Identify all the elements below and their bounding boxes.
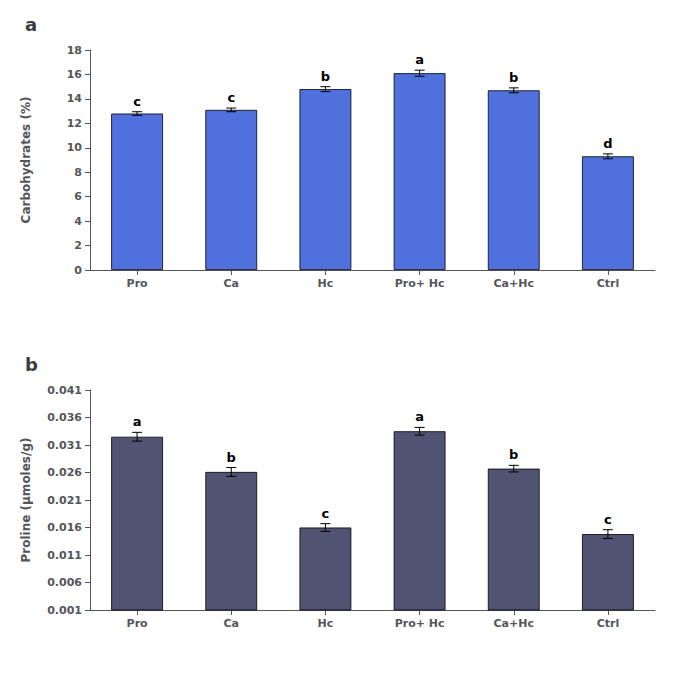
svg-text:Ca+Hc: Ca+Hc — [494, 277, 534, 290]
svg-text:Pro: Pro — [127, 277, 148, 290]
svg-text:b: b — [509, 447, 518, 462]
svg-text:12: 12 — [67, 117, 82, 130]
svg-text:a: a — [133, 414, 142, 429]
svg-text:6: 6 — [74, 190, 82, 203]
svg-text:2: 2 — [74, 239, 82, 252]
svg-text:0.036: 0.036 — [47, 411, 82, 424]
svg-text:0.021: 0.021 — [47, 494, 82, 507]
svg-text:0.031: 0.031 — [47, 439, 82, 452]
svg-text:b: b — [509, 70, 518, 85]
svg-text:0.016: 0.016 — [47, 521, 82, 534]
svg-text:c: c — [227, 90, 235, 105]
svg-text:Ca: Ca — [224, 617, 240, 630]
svg-text:Ctrl: Ctrl — [597, 277, 620, 290]
svg-text:Pro+ Hc: Pro+ Hc — [395, 277, 445, 290]
svg-text:8: 8 — [74, 166, 82, 179]
svg-text:Proline (μmoles/g): Proline (μmoles/g) — [19, 438, 33, 563]
svg-text:Ctrl: Ctrl — [597, 617, 620, 630]
svg-text:0.041: 0.041 — [47, 384, 82, 397]
svg-text:16: 16 — [67, 68, 83, 81]
svg-text:Pro: Pro — [127, 617, 148, 630]
svg-text:Hc: Hc — [318, 277, 334, 290]
svg-text:Pro+ Hc: Pro+ Hc — [395, 617, 445, 630]
svg-text:0.011: 0.011 — [47, 549, 82, 562]
svg-text:a: a — [415, 409, 424, 424]
svg-text:b: b — [227, 450, 236, 465]
svg-text:c: c — [133, 94, 141, 109]
svg-text:0.026: 0.026 — [47, 466, 82, 479]
svg-text:0: 0 — [74, 264, 82, 277]
svg-text:10: 10 — [67, 141, 83, 154]
svg-text:b: b — [25, 354, 38, 375]
svg-text:c: c — [322, 506, 330, 521]
svg-text:d: d — [603, 136, 612, 151]
svg-text:c: c — [604, 512, 612, 527]
svg-text:a: a — [25, 14, 37, 35]
svg-text:4: 4 — [74, 215, 82, 228]
svg-text:Ca: Ca — [224, 277, 240, 290]
svg-text:Carbohydrates (%): Carbohydrates (%) — [19, 97, 33, 224]
svg-text:18: 18 — [67, 44, 82, 57]
svg-text:Ca+Hc: Ca+Hc — [494, 617, 534, 630]
svg-text:a: a — [415, 52, 424, 67]
svg-text:b: b — [321, 69, 330, 84]
svg-text:14: 14 — [67, 92, 83, 105]
svg-text:0.006: 0.006 — [47, 576, 82, 589]
svg-text:0.001: 0.001 — [47, 604, 82, 617]
svg-text:Hc: Hc — [318, 617, 334, 630]
